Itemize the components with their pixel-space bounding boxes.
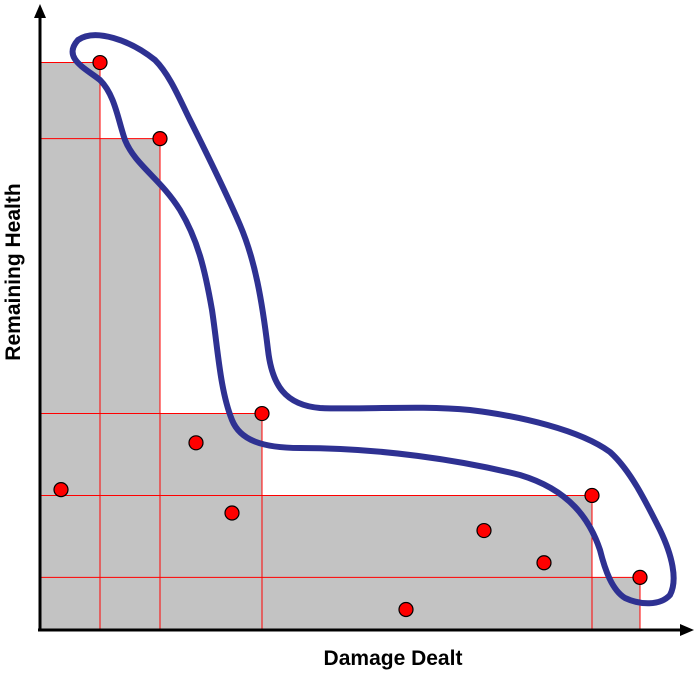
dominated-region-5 [40,577,640,630]
dominated-point-9 [398,601,414,618]
frontier-point-5 [632,569,648,585]
frontier-point-1 [92,54,108,71]
dominated-point-8 [224,505,240,521]
dominated-point-7 [188,435,204,451]
pareto-frontier-outline [69,32,677,607]
candidate-points [53,54,648,618]
y-axis-arrowhead [34,4,46,18]
dominated-point-11 [536,555,552,571]
x-axis-label: Damage Dealt [324,647,463,670]
x-axis-arrowhead [680,624,694,636]
y-axis-label: Remaining Health [2,183,25,360]
frontier-point-4 [584,487,600,504]
dominated-point-6 [53,482,69,498]
dominated-point-10 [476,522,492,539]
axes [34,4,694,636]
frontier-point-3 [254,405,270,422]
frontier-point-2 [152,131,168,147]
